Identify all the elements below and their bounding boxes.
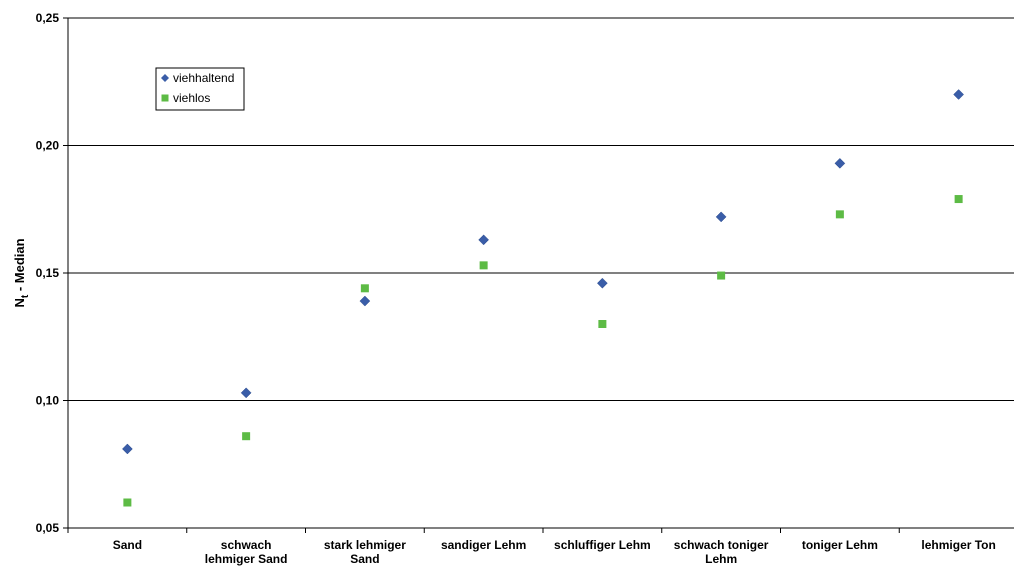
data-point-viehlos [479,261,488,270]
data-point-viehlos [242,432,251,441]
y-tick-labels: 0,05 0,10 0,15 0,20 0,25 [36,11,60,535]
gridlines [68,17,1014,401]
x-category-label: schwach lehmiger Sand [205,538,288,566]
data-point-viehhaltend [597,277,608,289]
data-point-viehhaltend [834,157,846,169]
data-points [122,89,964,507]
x-category-label-line: stark lehmiger [324,538,406,552]
axes [63,17,1014,533]
x-category-label-line: sandiger Lehm [441,538,526,552]
y-tick-label: 0,15 [36,266,60,280]
y-axis-title: Nt - Median [12,238,31,307]
y-axis-title-subscript: t [20,294,31,298]
data-point-viehlos [360,284,369,293]
data-point-viehlos [835,210,844,219]
data-point-viehlos [954,195,963,204]
y-axis-title: Nt - Median [12,238,31,307]
data-point-viehlos [123,498,132,507]
x-category-label-line: Sand [113,538,142,552]
x-category-label: Sand [113,538,142,552]
legend: viehhaltend viehlos [155,67,245,111]
x-category-label-line: schwach toniger [674,538,769,552]
x-category-label: sandiger Lehm [441,538,526,552]
y-tick-label: 0,05 [36,521,60,535]
x-category-label-line: Sand [350,552,379,566]
data-point-viehlos [717,271,726,280]
data-point-viehhaltend [953,89,964,100]
legend-marker-viehlos [161,94,169,102]
x-category-label-line: lehmiger Ton [921,538,995,552]
y-tick-label: 0,25 [36,11,60,25]
y-axis-title-suffix: - Median [12,238,27,294]
x-category-label-line: Lehm [705,552,737,566]
data-point-viehhaltend [240,387,252,399]
legend-label: viehhaltend [173,71,234,85]
y-tick-label: 0,20 [36,139,60,153]
x-category-label: schwach toniger Lehm [674,538,769,566]
x-category-label-line: toniger Lehm [802,538,878,552]
x-category-label-line: schwach [221,538,272,552]
data-point-viehhaltend [122,443,133,455]
data-point-viehhaltend [359,295,371,307]
x-category-label: stark lehmiger Sand [324,538,406,566]
x-category-label: toniger Lehm [802,538,878,552]
legend-label: viehlos [173,91,210,105]
y-tick-label: 0,10 [36,394,60,408]
data-point-viehhaltend [478,234,489,246]
x-category-label: schluffiger Lehm [554,538,651,552]
x-category-label-line: lehmiger Sand [205,552,288,566]
x-category-label-line: schluffiger Lehm [554,538,651,552]
legend-marker-viehhaltend [161,74,169,82]
y-axis-title-main: N [12,298,27,307]
x-category-label: lehmiger Ton [921,538,995,552]
legend-box [155,67,245,111]
data-point-viehhaltend [715,211,727,223]
data-point-viehlos [598,320,607,328]
